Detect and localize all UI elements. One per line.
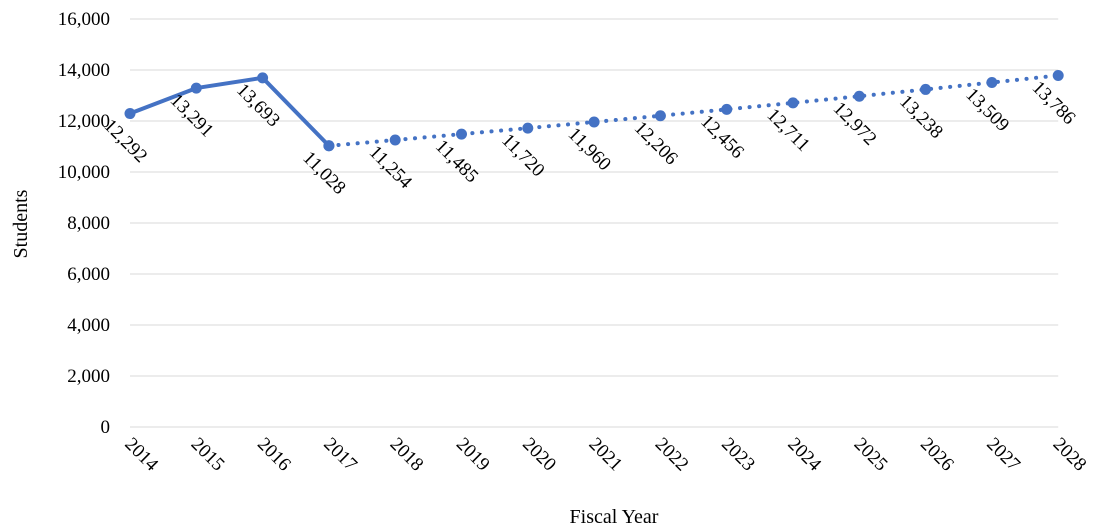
projected-series-line: [326, 73, 1061, 148]
actual-series-line: [128, 75, 331, 148]
y-tick-label: 6,000: [67, 264, 110, 285]
data-label: 13,291: [166, 90, 218, 142]
data-labels: 12,292 13,291 13,693 11,028 11,254 11,485 11,7…: [99, 77, 1079, 199]
data-point: [986, 77, 998, 89]
x-tick-label: 2016: [253, 434, 295, 476]
data-label: 11,254: [365, 142, 417, 194]
x-tick-label: 2019: [452, 434, 494, 476]
data-point: [1052, 69, 1064, 81]
data-point: [389, 134, 401, 146]
x-tick-label: 2025: [850, 434, 892, 476]
series-lines: [128, 73, 1061, 148]
y-tick-label: 16,000: [58, 9, 110, 30]
data-point: [920, 83, 932, 95]
y-tick-label: 14,000: [58, 60, 110, 81]
y-axis-title: Students: [10, 189, 32, 258]
y-tick-label: 0: [101, 417, 111, 438]
data-point: [124, 108, 136, 120]
data-point: [456, 128, 467, 140]
x-tick-label: 2027: [982, 434, 1024, 476]
y-tick-label: 12,000: [58, 111, 110, 132]
data-label: 13,693: [232, 80, 284, 132]
data-point: [323, 140, 335, 152]
data-label: 12,456: [696, 111, 748, 163]
data-points: [124, 69, 1064, 152]
y-axis-tick-labels: 0 2,000 4,000 6,000 8,000 10,000 12,000 14,000 1…: [58, 9, 110, 438]
data-point: [522, 122, 534, 134]
y-tick-label: 4,000: [67, 315, 110, 336]
data-point: [257, 72, 269, 84]
x-tick-label: 2018: [386, 434, 428, 476]
x-tick-label: 2024: [783, 434, 825, 476]
data-point: [190, 82, 202, 94]
data-label: 11,028: [298, 147, 349, 198]
x-tick-label: 2015: [187, 434, 229, 476]
x-tick-label: 2023: [717, 434, 759, 476]
x-tick-label: 2014: [120, 434, 162, 476]
x-tick-label: 2028: [1049, 434, 1091, 476]
data-label: 12,972: [829, 98, 881, 150]
data-point: [654, 110, 666, 122]
y-tick-label: 8,000: [67, 213, 110, 234]
x-tick-label: 2026: [916, 434, 958, 476]
x-axis-tick-labels: 2014 2015 2016 2017 2018 2019 2020 2021 2022 2023…: [120, 434, 1090, 476]
y-tick-label: 2,000: [67, 366, 110, 387]
data-point: [853, 90, 865, 102]
data-point: [721, 103, 733, 115]
data-label: 13,509: [961, 84, 1013, 136]
data-point: [588, 116, 600, 128]
data-label: 11,485: [431, 136, 482, 187]
data-label: 13,238: [895, 91, 947, 143]
x-axis-title: Fiscal Year: [570, 506, 659, 528]
x-tick-label: 2022: [651, 434, 693, 476]
data-label: 11,960: [564, 124, 615, 175]
data-label: 11,720: [497, 130, 548, 181]
x-tick-label: 2020: [518, 434, 560, 476]
data-label: 12,206: [630, 117, 682, 169]
data-label: 12,711: [762, 105, 813, 156]
gridlines: [130, 18, 1059, 428]
x-tick-label: 2017: [319, 434, 361, 476]
x-tick-label: 2021: [585, 434, 627, 476]
y-tick-label: 10,000: [58, 162, 110, 183]
data-label: 12,292: [99, 115, 151, 167]
data-point: [787, 97, 799, 109]
